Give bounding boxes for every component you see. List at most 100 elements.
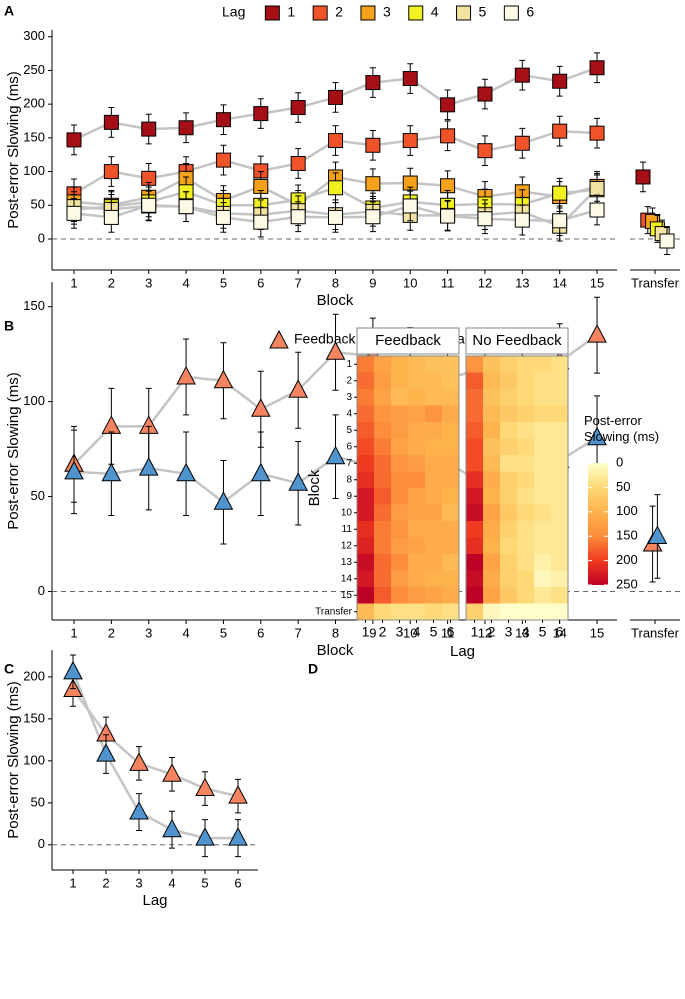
heat-cell — [442, 587, 460, 604]
heat-cell — [408, 521, 426, 538]
heat-cell — [551, 455, 569, 472]
y-axis-title: Block — [306, 469, 323, 506]
heat-cell — [374, 521, 392, 538]
heat-cell — [483, 504, 501, 522]
heat-cell — [408, 504, 426, 522]
marker — [328, 209, 344, 225]
y-tick-label: 150 — [23, 298, 45, 313]
heat-cell — [442, 504, 460, 522]
heat-cell — [466, 554, 484, 571]
heat-cell — [534, 405, 552, 423]
heat-cell — [466, 471, 484, 489]
heat-cell — [483, 422, 501, 439]
legend-title: Lag — [222, 4, 245, 20]
heat-cell — [425, 356, 443, 373]
marker — [290, 155, 306, 171]
heat-cell — [408, 422, 426, 439]
x-tick-label: 11 — [441, 625, 455, 640]
x-tick-label: 3 — [135, 875, 142, 890]
heat-cell — [374, 537, 392, 555]
heat-cell — [357, 521, 375, 538]
marker — [365, 137, 381, 153]
x-tick-label: Transfer — [631, 275, 680, 290]
heat-cell — [391, 587, 409, 604]
x-tick-label: 1 — [69, 875, 76, 890]
heat-cell — [534, 554, 552, 571]
heat-cell — [357, 603, 375, 621]
heat-cell — [374, 554, 392, 571]
heat-cell — [534, 356, 552, 373]
marker — [589, 180, 605, 196]
heat-cell — [374, 587, 392, 604]
y-tick-label: 50 — [31, 794, 45, 809]
y-tick-label: 14 — [341, 573, 353, 584]
colorbar-title: Post-error Slowing (ms) — [584, 413, 660, 444]
marker — [101, 415, 122, 434]
x-tick-label: 6 — [257, 275, 264, 290]
heat-cell — [466, 603, 484, 621]
marker — [141, 197, 157, 213]
marker — [162, 763, 182, 782]
x-tick-label: 15 — [590, 625, 604, 640]
y-tick-label: 7 — [346, 458, 352, 469]
legend-marker — [456, 5, 472, 21]
heat-cell — [357, 356, 375, 373]
heat-cell — [425, 521, 443, 538]
marker — [288, 379, 308, 398]
y-tick-label: 15 — [341, 590, 353, 601]
marker — [440, 128, 456, 144]
x-tick-label: 8 — [332, 275, 339, 290]
colorbar-label: 150 — [616, 528, 638, 543]
heat-cell — [466, 422, 484, 439]
heat-cell — [500, 521, 518, 538]
x-tick-label: 1 — [70, 625, 77, 640]
marker — [228, 827, 248, 846]
x-tick-label: 6 — [556, 624, 564, 640]
legend-label: 2 — [335, 4, 343, 20]
heat-cell — [391, 554, 409, 571]
heat-cell — [551, 537, 569, 555]
marker — [176, 365, 196, 385]
heat-cell — [425, 389, 443, 406]
legend-label: 1 — [287, 4, 295, 20]
heat-cell — [483, 405, 501, 423]
heat-cell — [466, 537, 484, 555]
x-tick-label: 15 — [590, 275, 604, 290]
heat-cell — [425, 488, 443, 505]
heat-cell — [357, 471, 375, 489]
heat-cell — [483, 389, 501, 406]
marker — [514, 135, 530, 151]
heat-cell — [442, 438, 460, 456]
heat-cell — [408, 356, 426, 373]
heat-cell — [517, 405, 535, 423]
heat-cell — [500, 603, 518, 621]
marker — [215, 112, 231, 128]
marker — [66, 205, 82, 221]
heat-cell — [517, 504, 535, 522]
marker — [178, 199, 194, 215]
heat-cell — [517, 488, 535, 505]
heat-cell — [483, 438, 501, 456]
heat-cell — [517, 422, 535, 439]
marker — [552, 213, 568, 229]
heat-cell — [391, 422, 409, 439]
heat-cell — [374, 389, 392, 406]
x-tick-label: 3 — [505, 624, 513, 640]
marker — [64, 460, 84, 480]
heat-cell — [483, 537, 501, 555]
marker — [213, 491, 234, 510]
heat-cell — [500, 356, 518, 373]
x-tick-label: 6 — [234, 875, 241, 890]
marker — [587, 426, 607, 446]
marker — [325, 341, 346, 360]
heat-cell — [391, 603, 409, 621]
heat-cell — [374, 422, 392, 439]
marker — [589, 202, 605, 218]
heat-cell — [425, 554, 443, 571]
heat-cell — [374, 455, 392, 472]
facet-border — [465, 355, 569, 621]
y-tick-label: 13 — [341, 557, 353, 568]
heat-cell — [374, 504, 392, 522]
y-tick-label: 4 — [346, 408, 352, 419]
